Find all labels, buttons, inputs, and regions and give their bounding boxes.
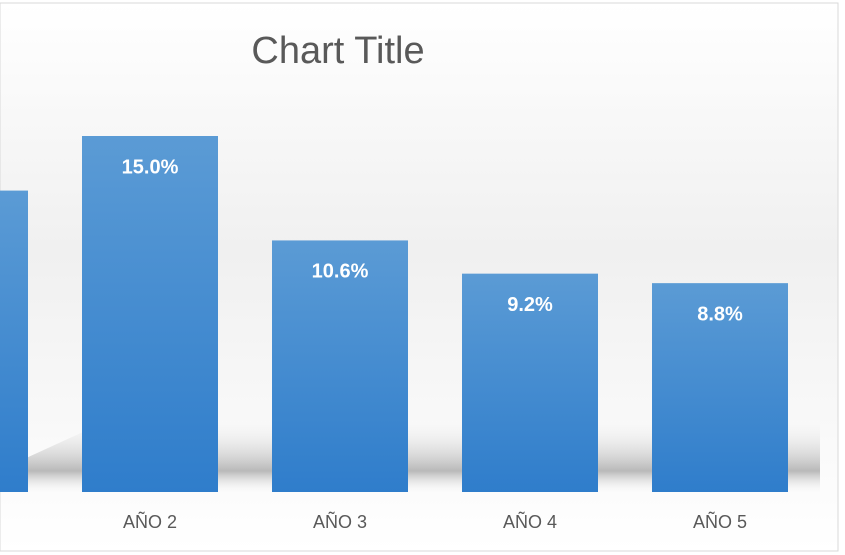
bar: [0, 190, 28, 492]
x-tick-label: AÑO 4: [503, 511, 557, 532]
chart-title: Chart Title: [251, 30, 424, 72]
bar: [82, 136, 218, 492]
bar: [652, 283, 788, 492]
data-label: 8.8%: [697, 303, 743, 325]
data-label: 9.2%: [507, 294, 553, 316]
bar: [462, 273, 598, 492]
x-tick-label: AÑO 2: [123, 511, 177, 532]
x-tick-label: AÑO 5: [693, 511, 747, 532]
data-label: 15.0%: [122, 156, 179, 178]
x-tick-label: AÑO 3: [313, 511, 367, 532]
bar: [272, 240, 408, 492]
data-label: 10.6%: [312, 261, 369, 283]
